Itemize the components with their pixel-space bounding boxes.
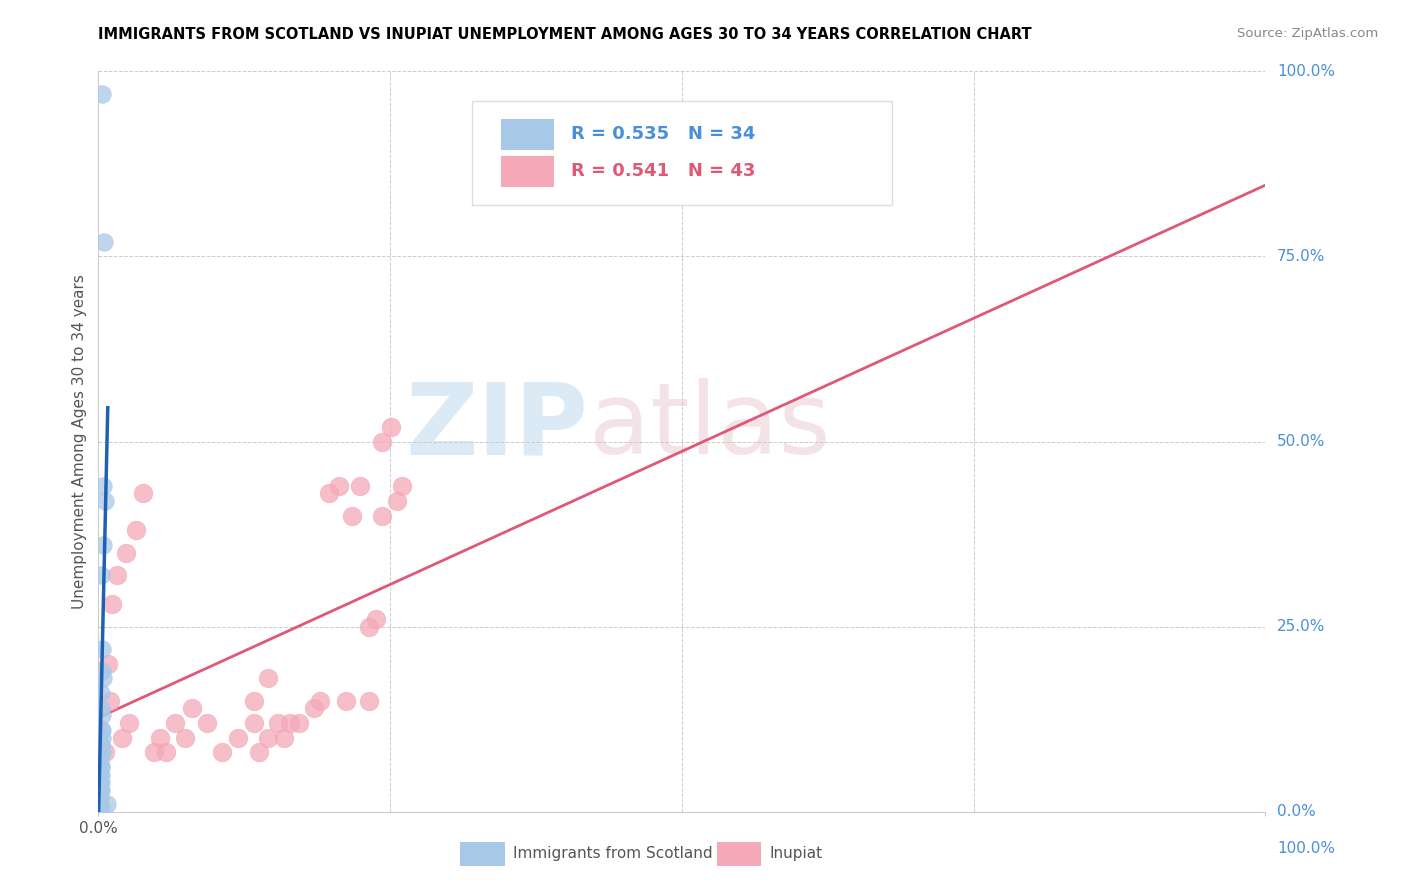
Point — [371, 434, 394, 449]
Point — [115, 546, 138, 560]
Point — [273, 731, 295, 745]
Point — [132, 486, 155, 500]
Point — [349, 479, 371, 493]
Point — [90, 701, 112, 715]
Point — [165, 715, 187, 730]
Point — [89, 775, 111, 789]
Point — [90, 567, 112, 582]
Point — [90, 641, 112, 656]
Point — [90, 686, 112, 700]
Point — [256, 731, 278, 745]
Point — [90, 767, 112, 781]
Point — [391, 479, 413, 493]
Point — [97, 657, 120, 671]
Point — [195, 715, 218, 730]
Text: ZIP: ZIP — [406, 378, 589, 475]
Point — [93, 235, 115, 249]
Point — [173, 731, 195, 745]
Point — [91, 479, 114, 493]
Point — [94, 493, 117, 508]
Point — [242, 694, 264, 708]
Point — [267, 715, 290, 730]
Point — [90, 760, 112, 774]
Point — [90, 775, 112, 789]
Point — [91, 538, 114, 552]
Point — [90, 664, 112, 678]
Point — [359, 619, 381, 633]
Text: 25.0%: 25.0% — [1277, 619, 1326, 634]
Point — [118, 715, 141, 730]
Point — [91, 672, 114, 686]
Point — [89, 782, 111, 797]
Point — [96, 797, 118, 812]
Point — [180, 701, 202, 715]
Point — [125, 524, 148, 538]
Bar — [501, 156, 554, 186]
Text: R = 0.535   N = 34: R = 0.535 N = 34 — [571, 125, 755, 144]
Point — [89, 789, 111, 804]
Point — [318, 486, 340, 500]
Point — [256, 672, 278, 686]
Point — [90, 87, 112, 101]
Text: atlas: atlas — [589, 378, 830, 475]
Point — [90, 723, 112, 738]
Point — [90, 746, 112, 760]
Point — [385, 493, 408, 508]
Point — [89, 789, 111, 804]
Text: Inupiat: Inupiat — [769, 847, 823, 862]
Point — [90, 723, 112, 738]
Text: Source: ZipAtlas.com: Source: ZipAtlas.com — [1237, 27, 1378, 40]
Point — [90, 746, 112, 760]
Point — [242, 715, 264, 730]
Point — [335, 694, 357, 708]
Point — [155, 746, 177, 760]
Text: Immigrants from Scotland: Immigrants from Scotland — [513, 847, 713, 862]
Point — [98, 694, 121, 708]
Point — [90, 738, 112, 752]
Point — [149, 731, 172, 745]
Point — [90, 731, 112, 745]
Text: 0.0%: 0.0% — [1277, 805, 1316, 819]
Point — [304, 701, 326, 715]
Point — [288, 715, 311, 730]
Point — [366, 612, 388, 626]
Point — [228, 731, 250, 745]
Point — [111, 731, 134, 745]
Point — [90, 782, 112, 797]
Point — [211, 746, 233, 760]
Point — [380, 419, 402, 434]
Point — [90, 738, 112, 752]
Text: 50.0%: 50.0% — [1277, 434, 1326, 449]
Point — [340, 508, 363, 523]
Point — [105, 567, 128, 582]
Point — [90, 801, 112, 815]
Point — [90, 760, 112, 774]
Point — [249, 746, 271, 760]
Bar — [501, 119, 554, 150]
FancyBboxPatch shape — [472, 101, 891, 204]
Text: 100.0%: 100.0% — [1277, 841, 1336, 856]
Bar — [460, 842, 505, 866]
Point — [359, 694, 381, 708]
Point — [89, 753, 111, 767]
Point — [89, 797, 111, 812]
Point — [101, 598, 124, 612]
Point — [94, 746, 117, 760]
Point — [89, 782, 111, 797]
Text: IMMIGRANTS FROM SCOTLAND VS INUPIAT UNEMPLOYMENT AMONG AGES 30 TO 34 YEARS CORRE: IMMIGRANTS FROM SCOTLAND VS INUPIAT UNEM… — [98, 27, 1032, 42]
Point — [278, 715, 301, 730]
Text: R = 0.541   N = 43: R = 0.541 N = 43 — [571, 162, 755, 180]
Y-axis label: Unemployment Among Ages 30 to 34 years: Unemployment Among Ages 30 to 34 years — [72, 274, 87, 609]
Point — [89, 767, 111, 781]
Point — [371, 508, 394, 523]
Text: 100.0%: 100.0% — [1277, 64, 1336, 78]
Bar — [717, 842, 761, 866]
Point — [143, 746, 166, 760]
Point — [90, 708, 112, 723]
Point — [309, 694, 332, 708]
Point — [328, 479, 350, 493]
Text: 75.0%: 75.0% — [1277, 249, 1326, 264]
